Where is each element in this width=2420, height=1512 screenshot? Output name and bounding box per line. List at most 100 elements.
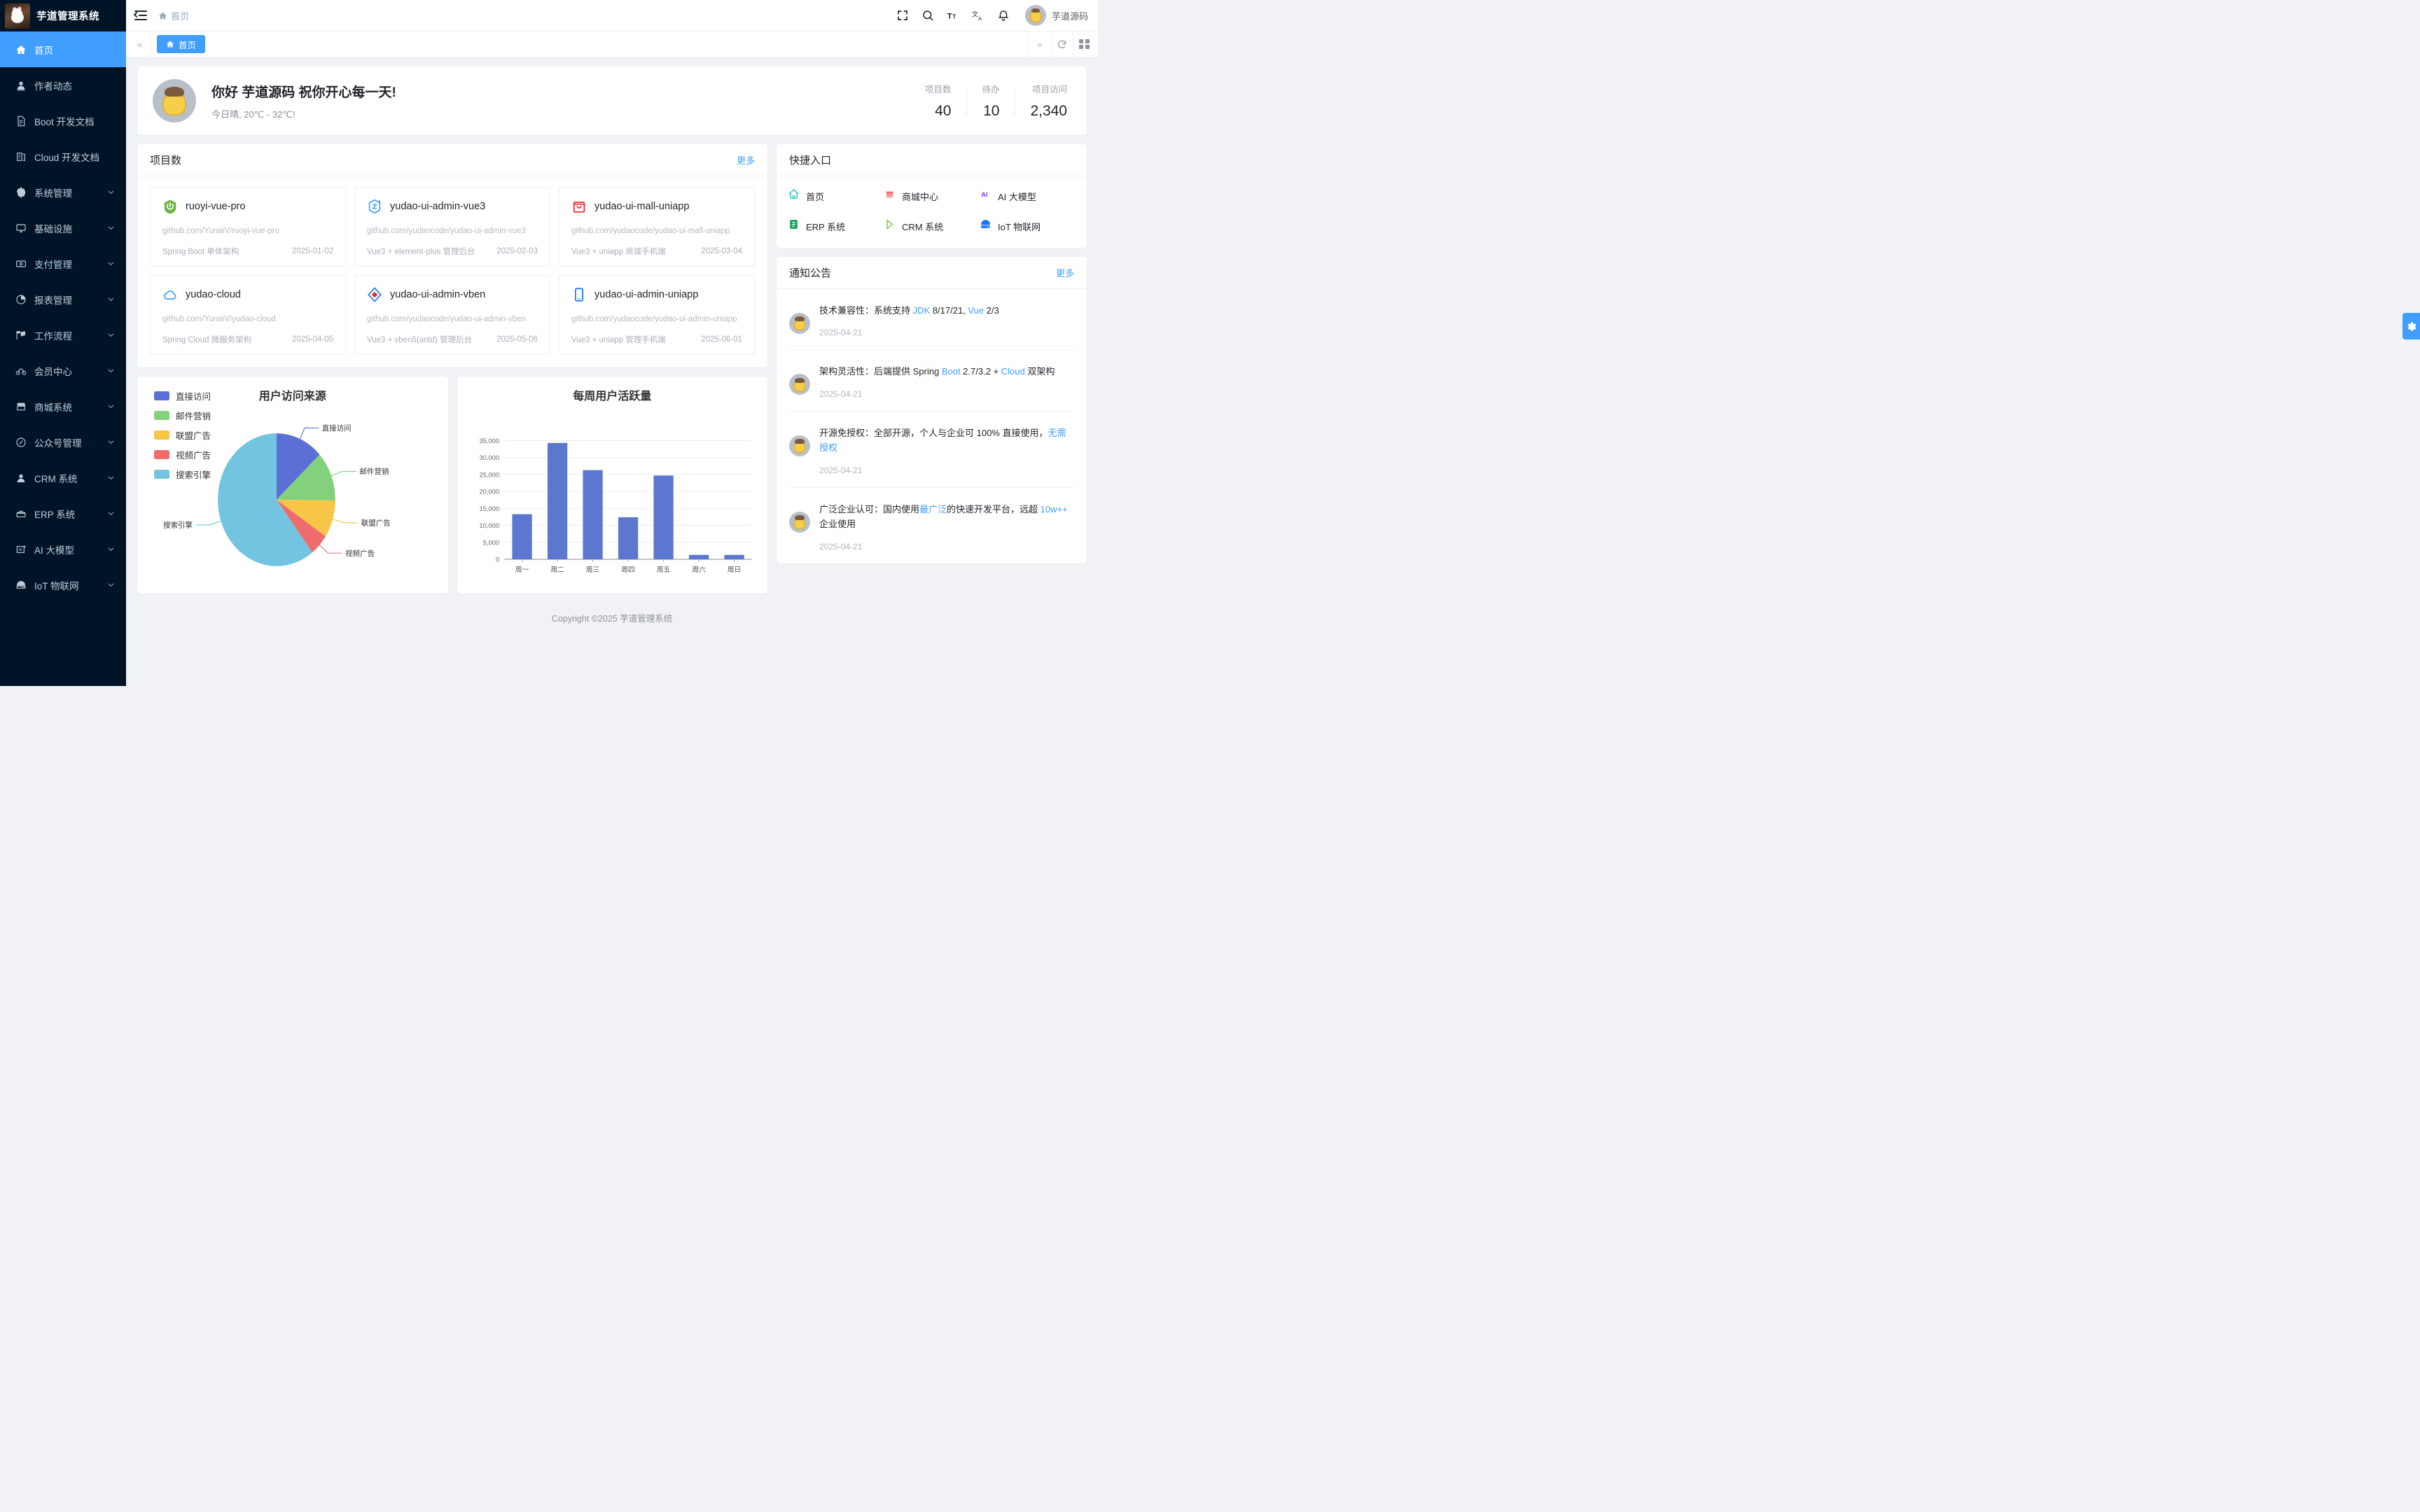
sidebar-item-7[interactable]: 报表管理: [0, 281, 126, 317]
person-icon: [15, 472, 27, 484]
chevron-down-icon: [108, 440, 114, 444]
notice-item[interactable]: 开源免授权：全部开源，个人与企业可 100% 直接使用，无需授权 2025-04…: [789, 412, 1074, 488]
project-date: 2025-03-04: [701, 247, 742, 256]
refresh-icon[interactable]: [1050, 31, 1073, 57]
quick-entry-item[interactable]: ERP 系统: [788, 218, 884, 234]
project-card[interactable]: yudao-ui-admin-vue3 github.com/yudaocode…: [354, 187, 550, 267]
sidebar-item-14[interactable]: AI AI 大模型: [0, 531, 126, 567]
svg-text:10,000: 10,000: [479, 522, 499, 529]
project-desc: Vue3 + uniapp 管理手机端: [571, 336, 666, 345]
sidebar-item-0[interactable]: 首页: [0, 31, 126, 67]
sidebar-item-15[interactable]: IoT 物联网: [0, 567, 126, 603]
projects-grid: ruoyi-vue-pro github.com/YunaiV/ruoyi-vu…: [137, 176, 767, 368]
notices-more-link[interactable]: 更多: [1055, 268, 1074, 279]
sidebar-item-label: 公众号管理: [34, 438, 82, 449]
sidebar-item-13[interactable]: ERP 系统: [0, 496, 126, 531]
notices-card: 通知公告 更多 技术兼容性：系统支持 JDK 8/17/21, Vue 2/3 …: [777, 257, 1087, 564]
project-card[interactable]: yudao-ui-mall-uniapp github.com/yudaocod…: [559, 187, 755, 267]
pie-chart-title: 用户访问来源: [258, 391, 326, 403]
spring-boot-icon: [162, 199, 178, 214]
sidebar-item-label: 首页: [34, 45, 53, 56]
sidebar-item-2[interactable]: Boot 开发文档: [0, 103, 126, 139]
project-url: github.com/YunaiV/yudao-cloud: [162, 315, 276, 324]
project-card[interactable]: yudao-cloud github.com/YunaiV/yudao-clou…: [150, 275, 346, 356]
legend-swatch: [154, 391, 169, 401]
briefcase-icon: [15, 507, 27, 519]
home-icon: [15, 43, 27, 55]
sidebar-item-9[interactable]: 会员中心: [0, 353, 126, 388]
projects-header: 项目数 更多: [137, 144, 767, 176]
tabs-bar: « 首页 »: [126, 31, 1098, 57]
pie-chart-legend: 直接访问 邮件营销 联盟广告 视频广告 搜索引擎: [154, 389, 211, 487]
crm-icon: [884, 218, 896, 234]
notice-item[interactable]: 广泛企业认可：国内使用最广泛的快速开发平台，远超 10w++ 企业使用 2025…: [789, 488, 1074, 564]
sidebar-item-12[interactable]: CRM 系统: [0, 460, 126, 496]
tab-home[interactable]: 首页: [157, 35, 206, 53]
chevron-double-left-icon[interactable]: «: [129, 31, 151, 57]
svg-text:周四: 周四: [621, 566, 635, 574]
quick-entry-item[interactable]: CRM 系统: [884, 218, 980, 234]
grid-layout-icon[interactable]: [1073, 31, 1095, 57]
quick-entry-item[interactable]: 商城中心: [884, 188, 980, 204]
projects-more-link[interactable]: 更多: [736, 155, 755, 166]
sidebar-item-6[interactable]: 支付管理: [0, 246, 126, 281]
erp-icon: [788, 218, 800, 234]
sidebar-item-3[interactable]: Cloud 开发文档: [0, 139, 126, 174]
notice-item[interactable]: 技术兼容性：系统支持 JDK 8/17/21, Vue 2/3 2025-04-…: [789, 289, 1074, 351]
project-desc: Vue3 + uniapp 商城手机端: [571, 248, 666, 257]
sidebar-item-label: 报表管理: [34, 295, 72, 306]
notice-text: 架构灵活性：后端提供 Spring Boot 2.7/3.2 + Cloud 双…: [819, 366, 1055, 377]
notice-item[interactable]: 架构灵活性：后端提供 Spring Boot 2.7/3.2 + Cloud 双…: [789, 350, 1074, 412]
quick-entry-item[interactable]: AI AI 大模型: [980, 188, 1076, 204]
sidebar-item-10[interactable]: 商城系统: [0, 388, 126, 424]
sidebar-item-11[interactable]: 公众号管理: [0, 424, 126, 460]
collapse-menu-icon[interactable]: [133, 10, 147, 20]
settings-fab-button[interactable]: [2402, 313, 2420, 340]
legend-item[interactable]: 搜索引擎: [154, 468, 211, 481]
sidebar-item-8[interactable]: 工作流程: [0, 317, 126, 353]
brand[interactable]: 芋道管理系统: [0, 0, 126, 31]
project-card[interactable]: ruoyi-vue-pro github.com/YunaiV/ruoyi-vu…: [150, 187, 346, 267]
notice-date: 2025-04-21: [819, 541, 863, 552]
svg-text:30,000: 30,000: [479, 454, 499, 461]
user-menu[interactable]: 芋道源码: [1024, 5, 1088, 26]
quick-entry-header: 快捷入口: [777, 144, 1087, 176]
rabbit-avatar-icon: [5, 3, 30, 29]
project-footer: Vue3 + uniapp 商城手机端 2025-03-04: [571, 246, 742, 257]
legend-swatch: [154, 450, 169, 460]
svg-text:35,000: 35,000: [479, 438, 499, 444]
legend-item[interactable]: 视频广告: [154, 448, 211, 461]
quick-entry-item[interactable]: IoT 物联网: [980, 218, 1076, 234]
legend-label: 联盟广告: [176, 431, 211, 442]
project-card[interactable]: yudao-ui-admin-uniapp github.com/yudaoco…: [559, 275, 755, 356]
quick-entry-item[interactable]: 首页: [788, 188, 884, 204]
legend-swatch: [154, 470, 169, 479]
sidebar-item-label: 商城系统: [34, 402, 72, 413]
fullscreen-icon[interactable]: [896, 9, 910, 22]
project-header: yudao-ui-admin-uniapp: [571, 287, 742, 302]
pie-chart-icon: [15, 293, 27, 305]
bar-chart-canvas[interactable]: 0 5,000 10,000 15,000 20,000 25,000 30,000 35,0…: [466, 406, 760, 596]
compass-icon: [15, 436, 27, 448]
project-name: yudao-ui-mall-uniapp: [594, 201, 690, 212]
search-icon[interactable]: [922, 9, 935, 22]
projects-card: 项目数 更多 ruoyi-vue-pro github.com/YunaiV/r…: [137, 144, 767, 368]
legend-item[interactable]: 联盟广告: [154, 428, 211, 442]
chevron-down-icon: [108, 298, 114, 302]
svg-text:周二: 周二: [550, 566, 564, 574]
bell-icon[interactable]: [997, 9, 1010, 22]
chevron-double-right-icon[interactable]: »: [1028, 31, 1050, 57]
project-name: yudao-ui-admin-uniapp: [594, 289, 699, 301]
sidebar-item-1[interactable]: 作者动态: [0, 67, 126, 103]
stat-item-1: 待办 10: [966, 82, 1015, 120]
sidebar-item-5[interactable]: 基础设施: [0, 210, 126, 246]
project-card[interactable]: yudao-ui-admin-vben github.com/yudaocode…: [354, 275, 550, 356]
sidebar-item-4[interactable]: 系统管理: [0, 174, 126, 210]
project-date: 2025-05-06: [496, 335, 538, 344]
legend-item[interactable]: 邮件营销: [154, 409, 211, 422]
legend-item[interactable]: 直接访问: [154, 389, 211, 402]
